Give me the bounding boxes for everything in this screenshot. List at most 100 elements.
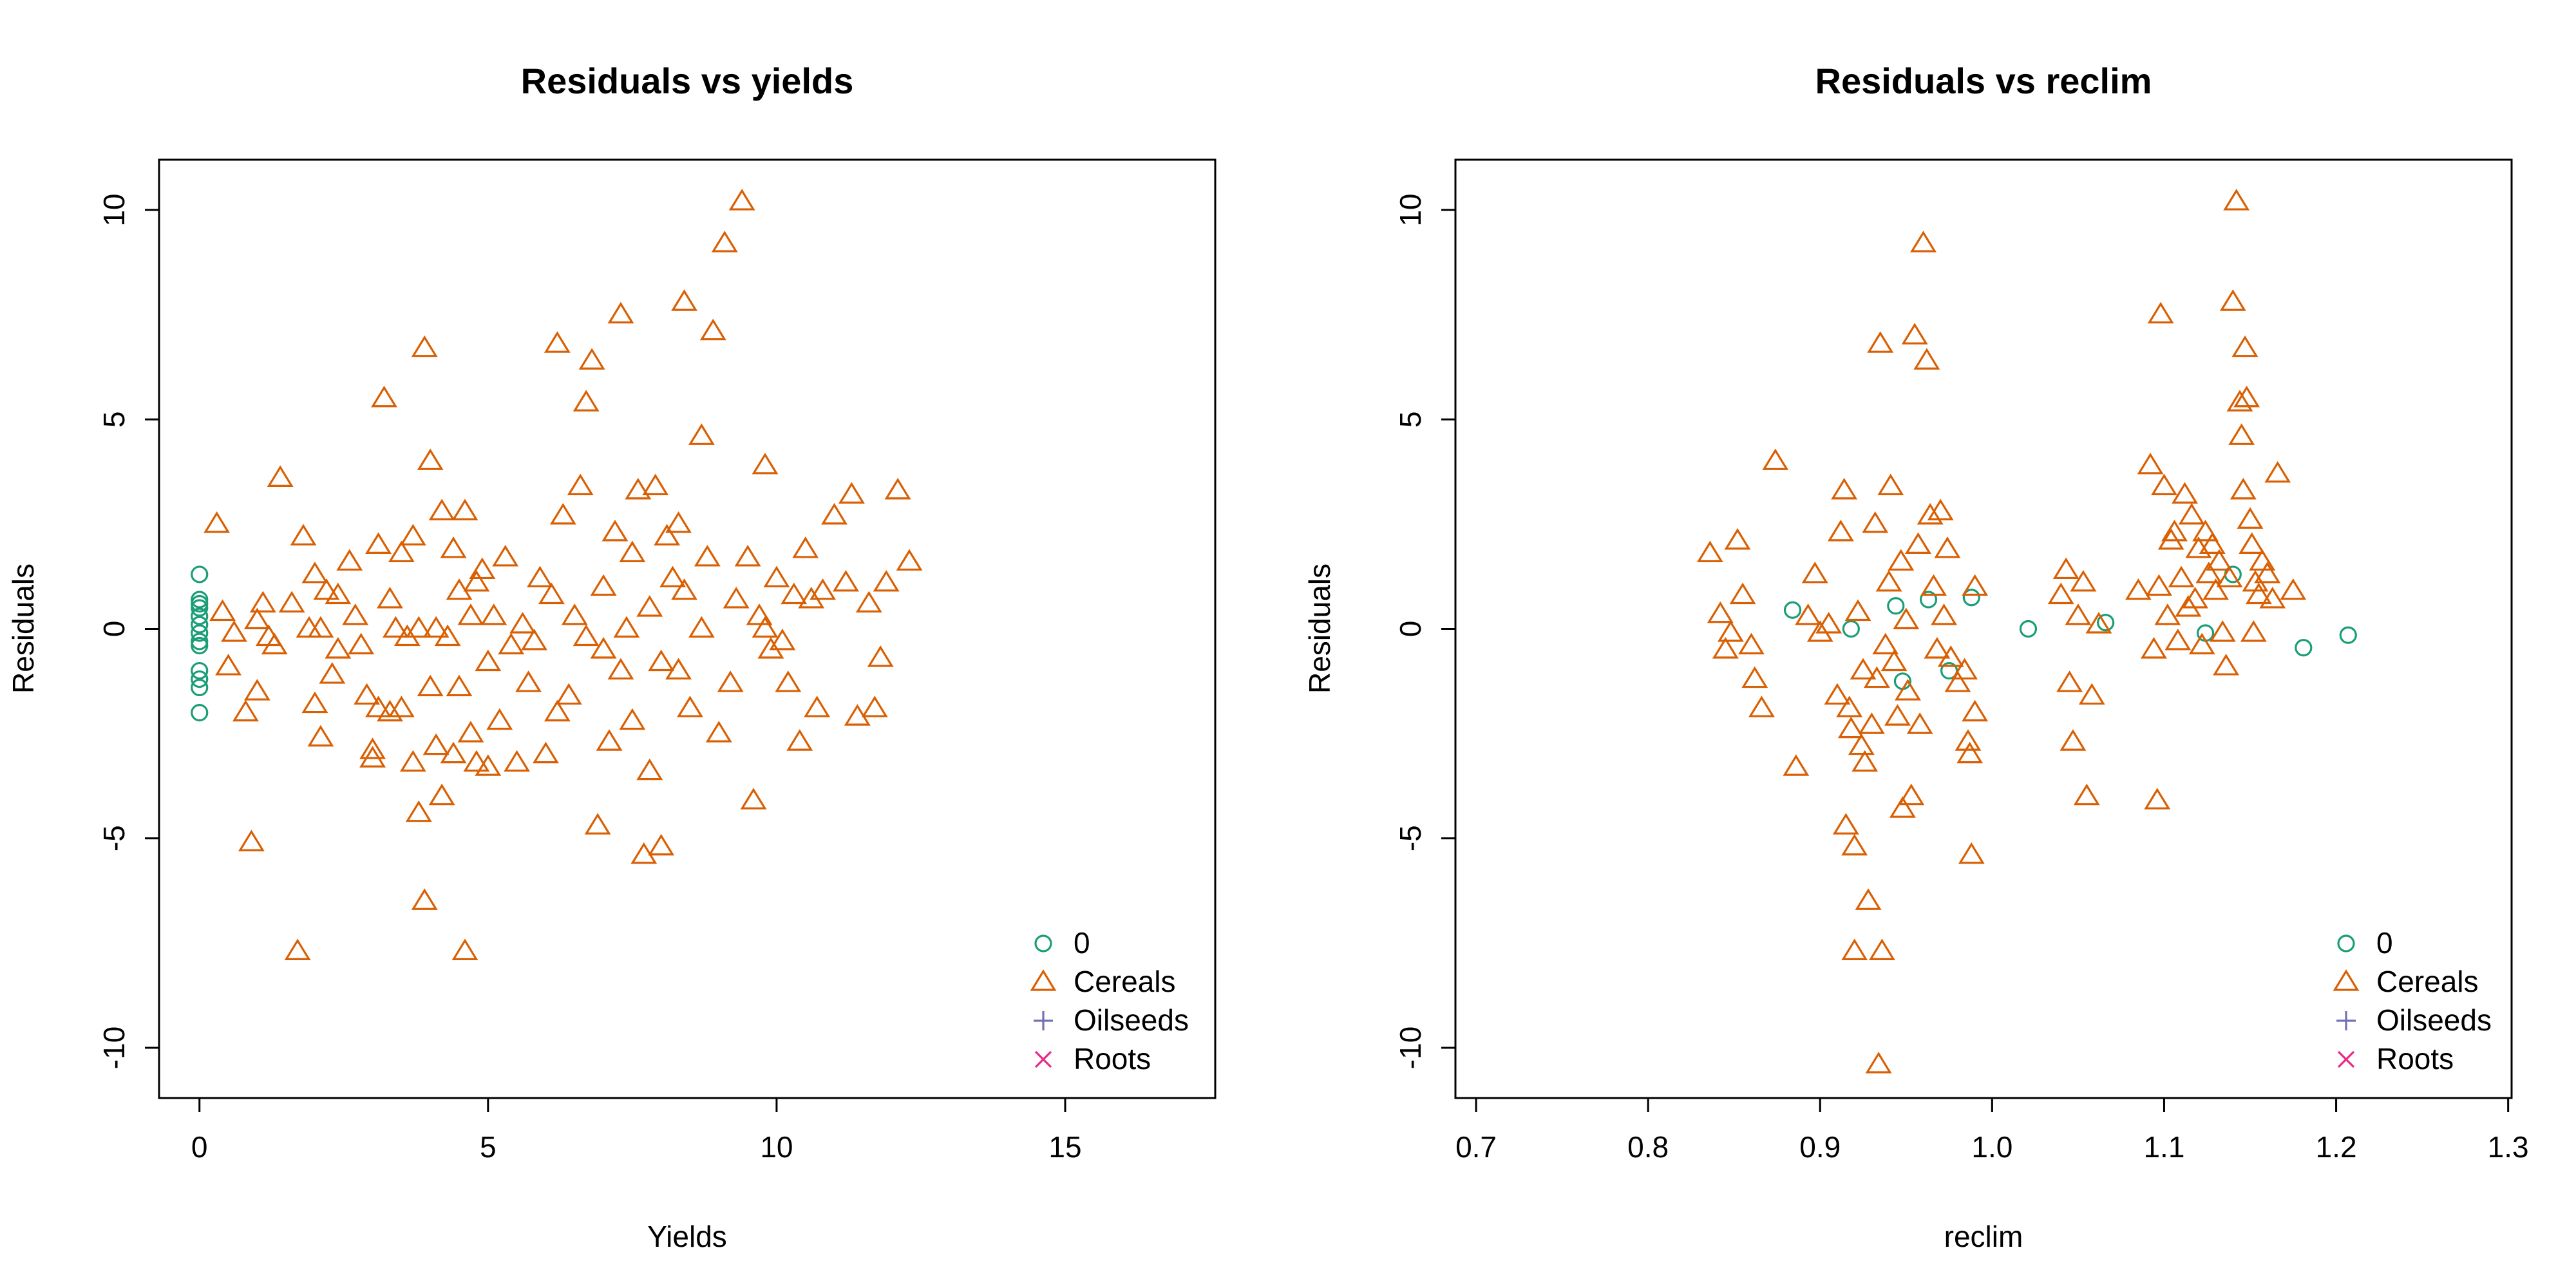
point-cereals xyxy=(509,612,536,634)
y-axis-label: Residuals xyxy=(6,564,40,694)
legend: 0 Cereals Oilseeds Roots xyxy=(2333,926,2492,1075)
point-cereals xyxy=(636,758,663,781)
point-cereals xyxy=(1962,574,1989,596)
legend-marker-oilseeds xyxy=(1034,1011,1053,1030)
point-cereals xyxy=(2239,532,2266,554)
point-0 xyxy=(2339,626,2357,644)
point-cereals xyxy=(2216,565,2243,588)
point-cereals xyxy=(238,829,265,851)
point-0 xyxy=(191,607,209,625)
point-cereals xyxy=(457,603,484,625)
legend-symbol-cereals xyxy=(2333,969,2360,991)
point-cereals xyxy=(1906,712,1933,734)
point-cereals xyxy=(2240,620,2267,642)
point-cereals xyxy=(2073,783,2100,806)
point-cereals xyxy=(480,603,507,625)
point-cereals xyxy=(2168,565,2195,588)
panel-residuals-vs-yields: Residuals vs yields 0 5 10 15 -10 -5 0 5 10 Yie… xyxy=(6,61,1217,1253)
point-cereals xyxy=(625,477,652,500)
point-cereals xyxy=(896,549,923,571)
point-cereals xyxy=(728,189,755,211)
point-cereals xyxy=(1729,582,1756,605)
point-cereals xyxy=(792,536,819,558)
point-cereals xyxy=(278,591,305,613)
point-cereals xyxy=(1875,570,1902,592)
point-cereals xyxy=(417,674,444,697)
point-cereals xyxy=(2164,629,2192,650)
point-cereals xyxy=(1877,473,1904,495)
point-cereals xyxy=(1931,603,1958,625)
point-cereals xyxy=(348,632,375,655)
point-cereals xyxy=(544,699,571,722)
point-cereals xyxy=(671,289,697,311)
point-cereals xyxy=(654,524,681,546)
point-cereals xyxy=(2230,477,2257,500)
point-cereals xyxy=(2226,390,2253,412)
point-cereals xyxy=(1893,607,1920,630)
point-cereals xyxy=(354,683,381,705)
point-cereals xyxy=(457,721,484,743)
legend-marker-roots xyxy=(1034,1050,1052,1068)
point-cereals xyxy=(1815,612,1842,634)
point-0 xyxy=(1887,597,1905,615)
point-cereals xyxy=(1944,670,1971,692)
point-cereals xyxy=(382,616,409,638)
legend-label-roots: Roots xyxy=(1074,1042,1151,1075)
point-cereals xyxy=(388,540,415,563)
point-cereals xyxy=(781,582,808,605)
point-cereals xyxy=(1827,520,1854,542)
legend-symbol-0 xyxy=(1034,934,1052,952)
point-cereals xyxy=(642,473,669,495)
point-cereals xyxy=(1862,511,1889,533)
point-cereals xyxy=(1696,540,1723,563)
point-cereals xyxy=(1895,679,1921,701)
point-cereals xyxy=(688,616,715,638)
point-cereals xyxy=(411,335,438,357)
point-cereals xyxy=(267,465,294,487)
point-cereals xyxy=(1913,348,1940,370)
point-cereals xyxy=(209,599,236,621)
point-cereals xyxy=(377,587,403,609)
point-cereals xyxy=(1832,813,1859,835)
point-cereals xyxy=(399,524,426,546)
point-cereals xyxy=(1920,574,1947,596)
point-cereals xyxy=(1962,699,1989,722)
point-cereals xyxy=(2145,574,2172,596)
point-cereals xyxy=(1872,632,1899,655)
point-cereals xyxy=(2125,578,2152,600)
point-cereals xyxy=(838,482,865,504)
point-cereals xyxy=(2188,632,2215,655)
point-0 xyxy=(191,670,209,688)
point-cereals xyxy=(2137,452,2164,475)
point-cereals xyxy=(665,658,692,680)
point-0 xyxy=(191,624,209,642)
point-cereals xyxy=(590,637,617,659)
point-cereals xyxy=(532,741,559,764)
point-cereals xyxy=(544,331,571,353)
point-cereals xyxy=(301,691,328,714)
point-cereals xyxy=(428,783,455,806)
point-cereals xyxy=(307,724,334,747)
point-cereals xyxy=(1783,754,1810,776)
point-cereals xyxy=(2182,587,2208,609)
point-cereals xyxy=(405,616,432,638)
point-cereals xyxy=(1738,632,1765,655)
point-cereals xyxy=(1836,696,1863,717)
point-cereals xyxy=(440,741,467,764)
legend-marker-0 xyxy=(2337,934,2355,952)
point-cereals xyxy=(1955,729,1982,751)
point-cereals xyxy=(555,683,582,705)
point-cereals xyxy=(1927,498,1954,520)
point-cereals xyxy=(405,800,432,822)
point-cereals xyxy=(590,574,617,596)
point-cereals xyxy=(417,448,444,470)
data-points xyxy=(191,189,923,960)
x-tick-label: 0.8 xyxy=(1627,1130,1669,1164)
y-tick-label: 5 xyxy=(97,411,131,428)
point-cereals xyxy=(325,637,352,659)
point-cereals xyxy=(596,729,623,751)
point-cereals xyxy=(786,729,813,751)
point-cereals xyxy=(399,750,426,772)
data-points xyxy=(1696,189,2357,1074)
legend-label-0: 0 xyxy=(1074,926,1090,960)
